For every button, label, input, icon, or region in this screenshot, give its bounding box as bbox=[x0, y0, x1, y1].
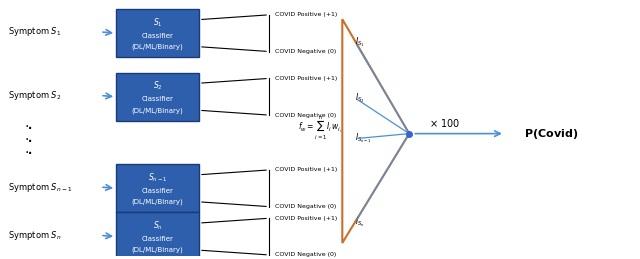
Text: (DL/ML/Binary): (DL/ML/Binary) bbox=[132, 107, 184, 113]
Text: $I_{S_1}$: $I_{S_1}$ bbox=[355, 35, 365, 49]
Text: Classifier: Classifier bbox=[141, 236, 173, 242]
Text: Classifier: Classifier bbox=[141, 188, 173, 194]
Text: Classifier: Classifier bbox=[141, 96, 173, 102]
Text: $I_{S_2}$: $I_{S_2}$ bbox=[355, 91, 365, 105]
Text: (DL/ML/Binary): (DL/ML/Binary) bbox=[132, 247, 184, 253]
Text: COVID Positive (+1): COVID Positive (+1) bbox=[275, 216, 338, 221]
Text: Classifier: Classifier bbox=[141, 33, 173, 39]
FancyBboxPatch shape bbox=[116, 212, 199, 259]
Text: COVID Positive (+1): COVID Positive (+1) bbox=[275, 167, 338, 172]
Text: Symptom $S_{n-1}$: Symptom $S_{n-1}$ bbox=[8, 181, 72, 193]
Text: Symptom $S_1$: Symptom $S_1$ bbox=[8, 25, 61, 38]
Text: .: . bbox=[27, 139, 33, 158]
Text: $S_2$: $S_2$ bbox=[153, 80, 163, 92]
FancyBboxPatch shape bbox=[116, 164, 199, 212]
Text: (DL/ML/Binary): (DL/ML/Binary) bbox=[132, 44, 184, 50]
Text: Symptom $S_n$: Symptom $S_n$ bbox=[8, 229, 61, 242]
Text: COVID Negative (0): COVID Negative (0) bbox=[275, 204, 337, 209]
Text: .: . bbox=[27, 127, 33, 146]
Text: .: . bbox=[25, 142, 29, 156]
Text: .: . bbox=[25, 117, 29, 131]
FancyBboxPatch shape bbox=[116, 73, 199, 121]
Text: $\times$ 100: $\times$ 100 bbox=[429, 117, 460, 130]
Text: (DL/ML/Binary): (DL/ML/Binary) bbox=[132, 199, 184, 205]
Text: .: . bbox=[27, 114, 33, 133]
Text: COVID Negative (0): COVID Negative (0) bbox=[275, 113, 337, 118]
FancyBboxPatch shape bbox=[116, 9, 199, 57]
Text: $S_1$: $S_1$ bbox=[153, 16, 163, 29]
Text: $S_{n-1}$: $S_{n-1}$ bbox=[148, 171, 167, 184]
Text: COVID Positive (+1): COVID Positive (+1) bbox=[275, 12, 338, 17]
Text: $f_{w} = \sum_{i=1}^{n} I_i\, w_{i_i}$: $f_{w} = \sum_{i=1}^{n} I_i\, w_{i_i}$ bbox=[298, 115, 342, 142]
Text: $\mathbf{P(Covid)}$: $\mathbf{P(Covid)}$ bbox=[524, 127, 578, 141]
Text: COVID Negative (0): COVID Negative (0) bbox=[275, 49, 337, 54]
Text: $I_{S_n}$: $I_{S_n}$ bbox=[355, 216, 365, 229]
Text: $I_{S_{n-1}}$: $I_{S_{n-1}}$ bbox=[355, 132, 372, 146]
Text: COVID Negative (0): COVID Negative (0) bbox=[275, 253, 337, 257]
Text: Symptom $S_2$: Symptom $S_2$ bbox=[8, 89, 61, 102]
Text: $S_n$: $S_n$ bbox=[152, 220, 163, 232]
Text: .: . bbox=[25, 129, 29, 143]
Text: COVID Positive (+1): COVID Positive (+1) bbox=[275, 76, 338, 81]
